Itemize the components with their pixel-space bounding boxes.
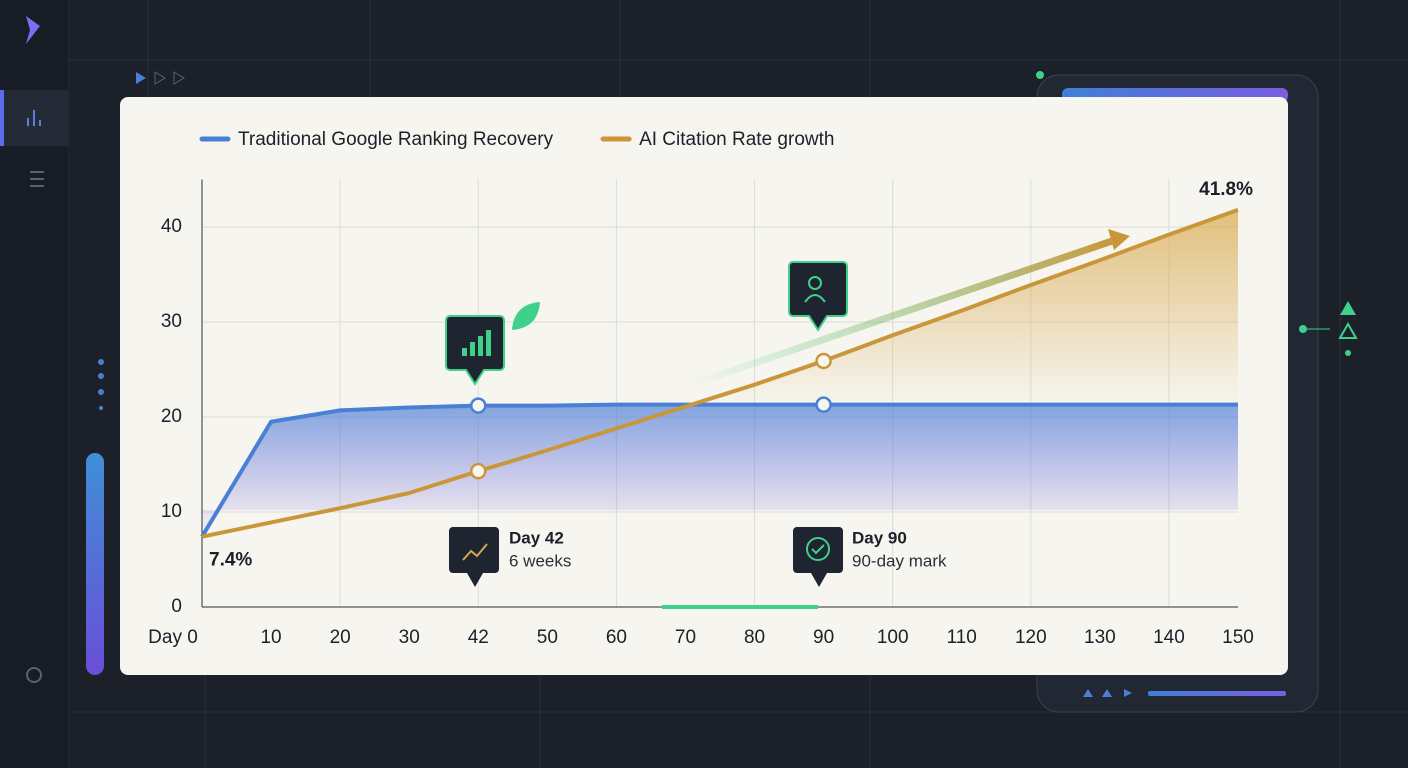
status-dot (1036, 71, 1044, 79)
x-tick-label: 90 (813, 627, 834, 648)
x-tick-label: 10 (260, 627, 281, 648)
x-tick-label: Day 0 (148, 627, 198, 648)
y-tick-label: 20 (161, 406, 182, 427)
y-tick-label: 0 (171, 596, 182, 617)
right-icons (1299, 301, 1358, 356)
series-line (200, 402, 1238, 538)
x-tick-label: 70 (675, 627, 696, 648)
x-tick-label: 110 (947, 627, 977, 648)
nav-active (0, 90, 4, 146)
nav-list[interactable] (30, 171, 44, 187)
gold-area (685, 209, 1238, 407)
side-bar (86, 453, 104, 675)
panel-arrows (1083, 689, 1132, 697)
nav-chart-icon (27, 110, 41, 126)
y-tick-label: 10 (161, 501, 182, 522)
x-tick-label: 140 (1153, 627, 1185, 648)
annotation-text: 6 weeks (509, 551, 571, 570)
side-dots (98, 359, 104, 410)
annotation-text: 90-day mark (852, 551, 947, 570)
nav-settings[interactable] (26, 667, 42, 683)
y-tick-label: 40 (161, 216, 182, 237)
logo (26, 16, 40, 44)
x-tick-label: 100 (877, 627, 909, 648)
legend-label: Traditional Google Ranking Recovery (238, 129, 554, 150)
x-tick-label: 120 (1015, 627, 1047, 648)
x-tick-label: 30 (399, 627, 420, 648)
x-tick-label: 80 (744, 627, 765, 648)
value-label: 41.8% (1199, 179, 1253, 200)
top-arrows (136, 71, 185, 85)
x-tick-label: 60 (606, 627, 627, 648)
series-line (201, 208, 1239, 539)
y-tick-label: 30 (161, 311, 182, 332)
x-tick-label: 150 (1222, 627, 1254, 648)
x-tick-label: 42 (468, 627, 489, 648)
plot: 0 10 20 30 40 Day 0 10 20 30 42 50 60 70 80 90 100 110 12… (148, 129, 1254, 648)
x-tick-label: 20 (330, 627, 351, 648)
point-marker (470, 397, 487, 414)
panel-progress (1148, 691, 1286, 696)
annotation-title: Day 42 (509, 528, 564, 547)
value-label: 7.4% (209, 550, 252, 571)
chart-card (120, 97, 1288, 675)
trend-arrow (686, 236, 1119, 389)
point-marker (815, 352, 832, 370)
x-tick-label: 50 (537, 627, 558, 648)
blue-area (202, 404, 1238, 537)
point-marker (815, 396, 832, 413)
legend-label: AI Citation Rate growth (639, 129, 834, 150)
trend-arrow-head (1108, 229, 1130, 250)
point-marker (470, 462, 487, 480)
annotation-title: Day 90 (852, 528, 907, 547)
x-tick-label: 130 (1084, 627, 1116, 648)
annotation-icons (445, 261, 848, 587)
